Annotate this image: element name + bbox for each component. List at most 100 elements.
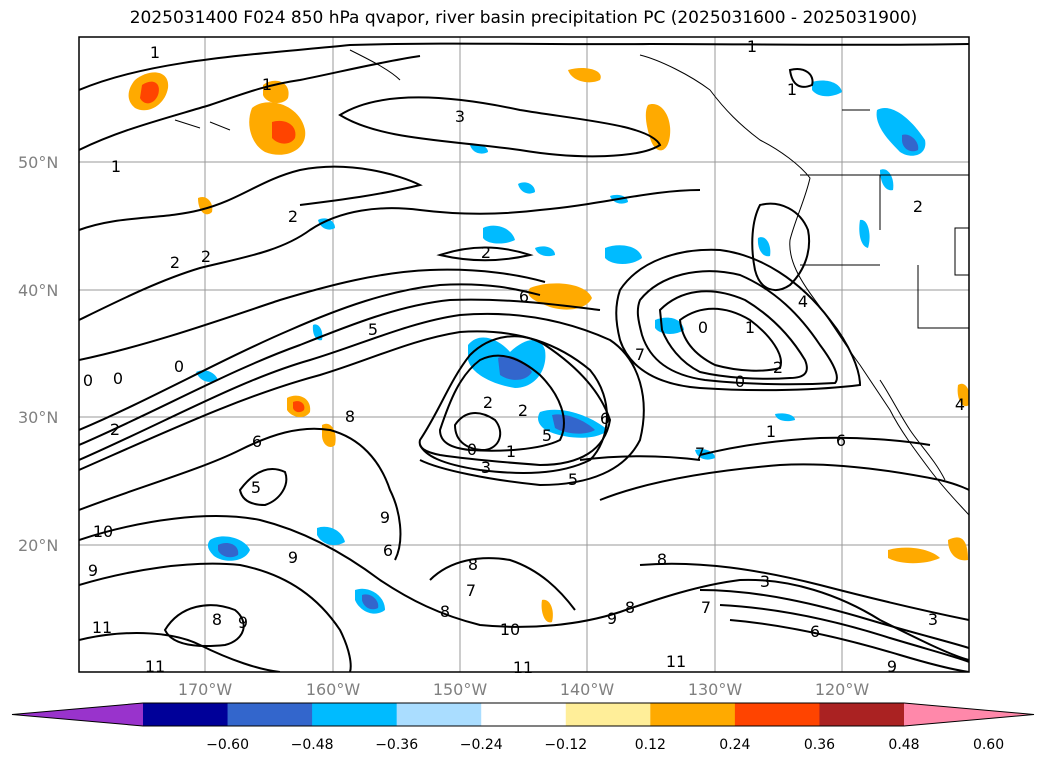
- colorbar-swatch: [227, 703, 313, 726]
- colorbar-tick-label: 0.12: [634, 737, 666, 753]
- colorbar-swatch: [650, 703, 736, 726]
- contour-label: 9: [288, 548, 298, 567]
- colorbar-tick-label: 0.36: [803, 737, 836, 753]
- colorbar-swatch: [396, 703, 482, 726]
- contour-label: 0: [467, 440, 477, 459]
- contour-label: 1: [262, 75, 272, 94]
- contour-label: 9: [607, 609, 617, 628]
- lon-tick-label: 130°W: [687, 680, 743, 699]
- lat-tick-label: 20°N: [18, 536, 59, 555]
- contour-label: 7: [466, 581, 476, 600]
- contour-label: 1: [766, 422, 776, 441]
- contour-label: 2: [170, 253, 180, 272]
- lat-tick-label: 40°N: [18, 281, 59, 300]
- contour-label: 0: [83, 371, 93, 390]
- colorbar-swatch: [565, 703, 651, 726]
- contour-label: 1: [111, 157, 121, 176]
- contour-label: 5: [542, 426, 552, 445]
- colorbar-tick-label: −0.24: [459, 737, 503, 753]
- contour-label: 3: [760, 572, 770, 591]
- contour-label: 6: [600, 409, 610, 428]
- colorbar-tick-label: −0.36: [375, 737, 419, 753]
- lon-tick-label: 150°W: [432, 680, 488, 699]
- colorbar-tick-label: 0.48: [888, 737, 920, 753]
- contour-label: 8: [468, 555, 478, 574]
- contour-label: 2: [483, 393, 493, 412]
- contour-label: 0: [735, 372, 745, 391]
- contour-label: 6: [836, 431, 846, 450]
- contour-label: 2: [518, 401, 528, 420]
- contour-label: 1: [150, 43, 160, 62]
- contour-label: 9: [88, 561, 98, 580]
- lat-tick-label: 50°N: [18, 153, 59, 172]
- lon-tick-label: 170°W: [177, 680, 233, 699]
- colorbar-extend-max: [904, 703, 1034, 726]
- contour-label: 2: [201, 247, 211, 266]
- contour-label: 7: [701, 598, 711, 617]
- contour-label: 7: [635, 345, 645, 364]
- contour-label: 2: [773, 358, 783, 377]
- contour-label: 3: [481, 458, 491, 477]
- contour-label: 11: [513, 658, 533, 677]
- contour-label: 2: [110, 420, 120, 439]
- contour-label: 2: [913, 197, 923, 216]
- contour-label: 5: [568, 470, 578, 489]
- plot-frame: [78, 36, 970, 673]
- contour-label: 0: [174, 357, 184, 376]
- lat-tick-label: 30°N: [18, 408, 59, 427]
- colorbar-outline: [11, 702, 1035, 727]
- contour-label: 2: [288, 207, 298, 226]
- contour-label: 0: [113, 369, 123, 388]
- contour-label: 8: [657, 550, 667, 569]
- coastlines: [174, 49, 969, 516]
- contour-label: 3: [455, 107, 465, 126]
- map-plot-area: [79, 37, 969, 672]
- colorbar-extend-min: [12, 703, 143, 726]
- colorbar-swatch: [312, 703, 398, 726]
- contour-label: 8: [625, 598, 635, 617]
- colorbar-tick-label: 0.60: [972, 737, 1005, 753]
- contour-label: 2: [481, 243, 491, 262]
- figure-title: 2025031400 F024 850 hPa qvapor, river ba…: [129, 8, 918, 28]
- contour-label-layer: 1 1 3 1 1 1 2 2 2 2 2 4 0 0 0 0 0 1 5 6 …: [83, 37, 965, 677]
- colorbar-swatch: [143, 703, 229, 726]
- contour-label: 5: [368, 320, 378, 339]
- colorbar-swatch: [481, 703, 567, 726]
- contour-label: 6: [383, 541, 393, 560]
- contour-label: 8: [212, 610, 222, 629]
- contour-label: 9: [380, 508, 390, 527]
- contour-label: 3: [928, 610, 938, 629]
- precip-patches: [128, 68, 969, 623]
- contour-label: 11: [145, 657, 165, 676]
- contour-label: 1: [747, 37, 757, 56]
- contour-label: 6: [810, 622, 820, 641]
- contour-label: 1: [787, 80, 797, 99]
- lon-tick-label: 140°W: [559, 680, 615, 699]
- contour-label: 8: [440, 602, 450, 621]
- contour-label: 11: [92, 618, 112, 637]
- colorbar-tick-label: −0.48: [290, 737, 334, 753]
- contour-label: 5: [251, 478, 261, 497]
- contour-label: 9: [238, 613, 248, 632]
- colorbar-tick-label: −0.60: [206, 737, 249, 753]
- contour-lines: [79, 42, 969, 672]
- contour-label: 10: [93, 522, 113, 541]
- colorbar-tick-label: −0.12: [544, 737, 588, 753]
- colorbar: [11, 702, 1035, 727]
- contour-label: 4: [955, 395, 965, 414]
- contour-label: 11: [666, 652, 686, 671]
- colorbar-swatch: [734, 703, 820, 726]
- contour-label: 9: [887, 657, 897, 676]
- contour-label: 0: [698, 318, 708, 337]
- colorbar-tick-label: 0.24: [719, 737, 751, 753]
- lon-tick-label: 160°W: [305, 680, 361, 699]
- contour-label: 6: [252, 432, 262, 451]
- contour-label: 4: [798, 292, 808, 311]
- contour-label: 8: [345, 407, 355, 426]
- contour-label: 7: [695, 444, 705, 463]
- contour-label: 6: [519, 287, 529, 306]
- contour-label: 1: [745, 318, 755, 337]
- contour-label: 10: [500, 620, 520, 639]
- contour-label: 1: [506, 442, 516, 461]
